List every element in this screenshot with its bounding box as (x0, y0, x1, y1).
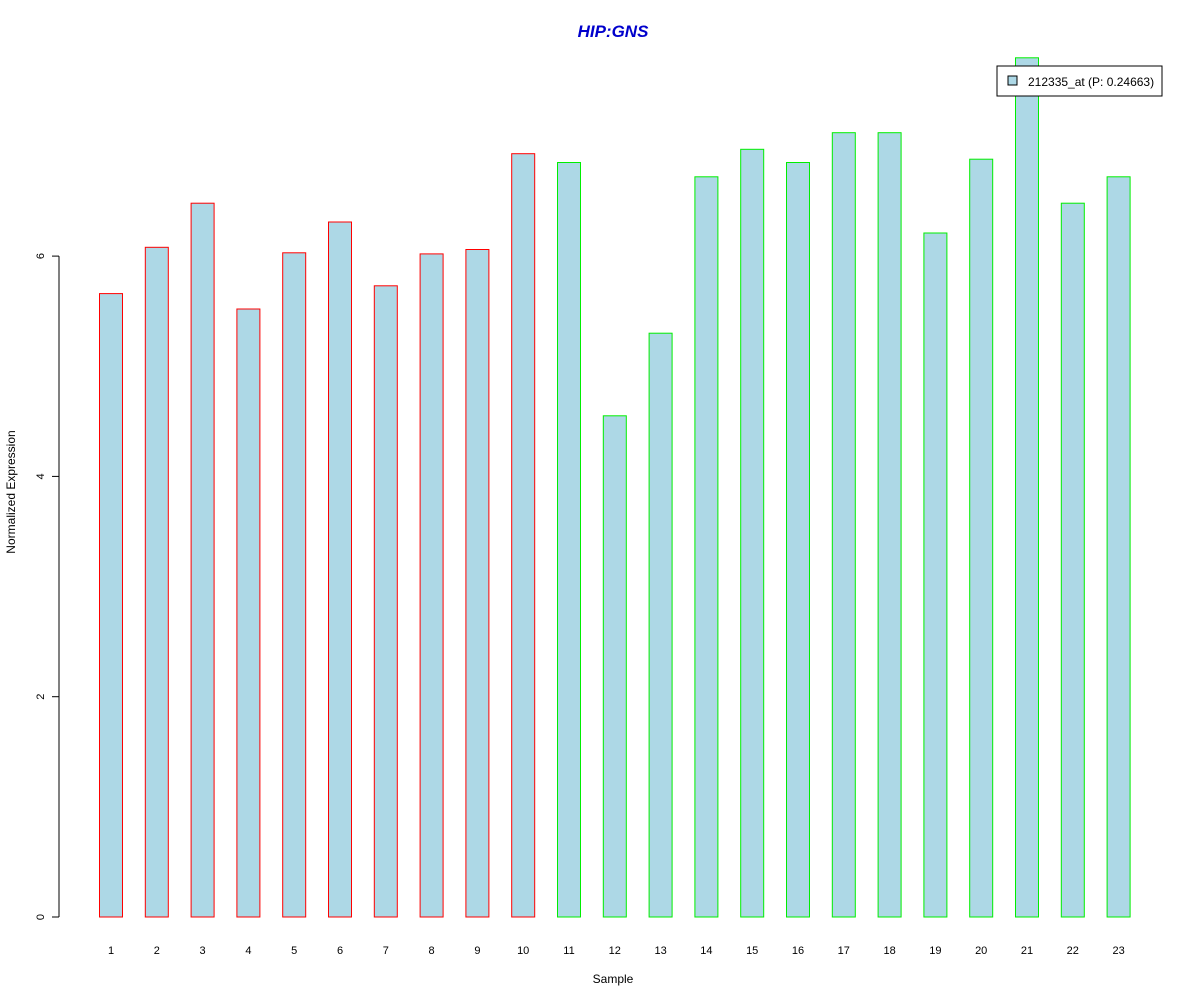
legend-box (996, 65, 1163, 97)
x-tick-label: 16 (792, 945, 804, 957)
legend-swatch (1007, 75, 1018, 86)
y-tick-label: 2 (35, 694, 47, 700)
bar (877, 132, 902, 918)
x-tick-label: 10 (517, 945, 529, 957)
y-tick-label: 0 (35, 914, 47, 920)
bar (99, 293, 123, 918)
bar (786, 162, 810, 918)
bar (282, 252, 307, 918)
bar (557, 162, 581, 918)
x-tick-label: 4 (245, 945, 251, 957)
bar (190, 202, 215, 918)
bar (602, 415, 627, 918)
x-tick-label: 3 (200, 945, 206, 957)
legend: 212335_at (P: 0.24663) (996, 65, 1163, 97)
y-axis-label: Normalized Expression (4, 430, 18, 553)
bar (328, 221, 352, 918)
bar (236, 308, 261, 918)
x-tick-label: 17 (838, 945, 850, 957)
bar (694, 176, 719, 918)
x-tick-label: 20 (975, 945, 987, 957)
x-tick-label: 22 (1067, 945, 1079, 957)
bar (648, 332, 673, 918)
bar (969, 158, 994, 918)
x-tick-label: 11 (563, 945, 574, 957)
bar (419, 253, 444, 918)
x-tick-label: 1 (108, 945, 114, 957)
x-tick-label: 9 (474, 945, 480, 957)
x-tick-label: 23 (1112, 945, 1124, 957)
x-tick-label: 21 (1021, 945, 1033, 957)
x-tick-label: 19 (929, 945, 941, 957)
x-tick-label: 14 (700, 945, 712, 957)
x-axis-label: Sample (593, 972, 634, 986)
x-tick-label: 18 (883, 945, 895, 957)
x-tick-label: 8 (429, 945, 435, 957)
x-tick-label: 13 (654, 945, 666, 957)
bars (99, 57, 1131, 918)
bar (1060, 202, 1085, 918)
chart-title: HIP:GNS (578, 22, 650, 41)
y-tick-label: 6 (35, 253, 47, 259)
bar (465, 249, 490, 918)
legend-entry: 212335_at (P: 0.24663) (1028, 75, 1154, 89)
x-tick-label: 15 (746, 945, 758, 957)
bar (831, 132, 856, 918)
x-tick-label: 2 (154, 945, 160, 957)
bar (144, 246, 169, 918)
x-tick-label: 5 (291, 945, 297, 957)
bar (740, 148, 765, 918)
bar (1106, 176, 1131, 918)
x-tick-label: 6 (337, 945, 343, 957)
bar (1015, 57, 1039, 918)
x-tick-label: 7 (383, 945, 389, 957)
bar (923, 232, 948, 918)
x-tick-label: 12 (609, 945, 621, 957)
y-tick-label: 4 (35, 473, 47, 479)
bar (373, 285, 398, 918)
y-axis: 0 2 4 6 (35, 253, 60, 920)
x-tick-labels: 1 2 3 4 5 6 7 8 9 10 11 12 13 14 15 16 17 18 19 20 21 22 23 (108, 945, 1125, 957)
bar (511, 153, 536, 918)
